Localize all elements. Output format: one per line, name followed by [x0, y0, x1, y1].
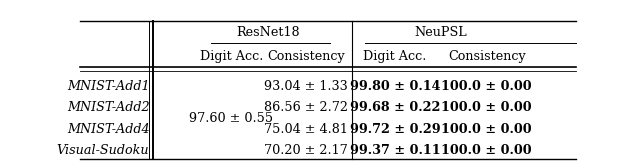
Text: 100.0 ± 0.00: 100.0 ± 0.00 [442, 101, 532, 114]
Text: ResNet18: ResNet18 [237, 26, 300, 39]
Text: 70.20 ± 2.17: 70.20 ± 2.17 [264, 144, 348, 157]
Text: Consistency: Consistency [267, 50, 344, 63]
Text: MNIST-Add2: MNIST-Add2 [67, 101, 150, 114]
Text: MNIST-Add4: MNIST-Add4 [67, 123, 150, 136]
Text: 99.68 ± 0.22: 99.68 ± 0.22 [350, 101, 440, 114]
Text: 99.37 ± 0.11: 99.37 ± 0.11 [349, 144, 440, 157]
Text: 97.60 ± 0.55: 97.60 ± 0.55 [189, 112, 273, 125]
Text: Digit Acc.: Digit Acc. [200, 50, 263, 63]
Text: 99.80 ± 0.14: 99.80 ± 0.14 [349, 80, 440, 93]
Text: 100.0 ± 0.00: 100.0 ± 0.00 [442, 144, 532, 157]
Text: 93.04 ± 1.33: 93.04 ± 1.33 [264, 80, 348, 93]
Text: Digit Acc.: Digit Acc. [364, 50, 427, 63]
Text: 100.0 ± 0.00: 100.0 ± 0.00 [442, 80, 532, 93]
Text: Visual-Sudoku: Visual-Sudoku [57, 144, 150, 157]
Text: Consistency: Consistency [448, 50, 525, 63]
Text: 100.0 ± 0.00: 100.0 ± 0.00 [442, 123, 532, 136]
Text: 86.56 ± 2.72: 86.56 ± 2.72 [264, 101, 348, 114]
Text: MNIST-Add1: MNIST-Add1 [67, 80, 150, 93]
Text: NeuPSL: NeuPSL [415, 26, 467, 39]
Text: 75.04 ± 4.81: 75.04 ± 4.81 [264, 123, 348, 136]
Text: 99.72 ± 0.29: 99.72 ± 0.29 [349, 123, 440, 136]
